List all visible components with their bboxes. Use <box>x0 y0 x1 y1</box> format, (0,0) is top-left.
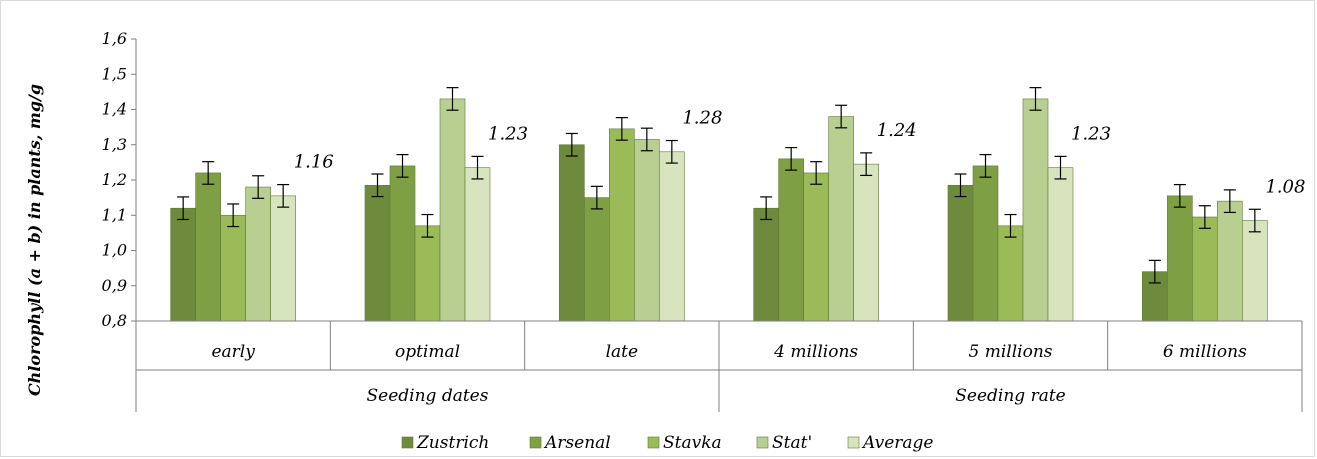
bar-average-1 <box>464 167 491 322</box>
bar-arsenal-0 <box>195 172 221 322</box>
y-tick-label: 1,1 <box>102 205 127 224</box>
bar-stavka-1 <box>414 225 441 322</box>
legend-label: Stavka <box>663 433 722 453</box>
average-data-label: 1.24 <box>877 120 917 141</box>
x-tick-label: 4 millions <box>773 342 858 362</box>
y-tick-label: 1,2 <box>102 170 127 189</box>
bar-stavka-5 <box>1192 216 1218 322</box>
bar-average-0 <box>270 195 296 322</box>
average-data-label: 1.28 <box>682 108 722 129</box>
y-axis-label: Chlorophyll (a + b) in plants, mg/g <box>25 84 44 396</box>
x-tick-label: late <box>606 342 638 362</box>
average-data-label: 1.08 <box>1265 176 1305 197</box>
bar-stat-0 <box>245 186 271 322</box>
bar-zustrich-1 <box>364 184 391 322</box>
legend-label: Arsenal <box>543 433 611 453</box>
legend-swatch <box>647 436 660 449</box>
bar-stavka-4 <box>997 225 1024 322</box>
bar-stat-5 <box>1217 200 1243 322</box>
bar-stat-2 <box>634 139 660 322</box>
x-tick-label: early <box>211 342 255 362</box>
bar-stavka-0 <box>220 214 246 322</box>
y-tick-label: 1,4 <box>102 100 127 119</box>
bar-stavka-2 <box>609 128 635 322</box>
average-data-label: 1.23 <box>1071 123 1111 144</box>
legend-swatch <box>756 436 769 449</box>
legend-swatch <box>847 436 860 449</box>
bar-average-2 <box>659 151 685 322</box>
average-data-label: 1.23 <box>488 123 528 144</box>
bar-stat-1 <box>439 98 466 322</box>
bar-stat-3 <box>828 116 854 322</box>
y-tick-label: 1,3 <box>102 135 127 154</box>
group-label: Seeding rate <box>955 386 1065 406</box>
bar-arsenal-4 <box>972 165 999 322</box>
x-tick-label: 6 millions <box>1163 342 1247 362</box>
bar-arsenal-1 <box>389 165 416 322</box>
bar-arsenal-3 <box>778 158 804 322</box>
bar-average-4 <box>1047 167 1074 322</box>
bar-zustrich-2 <box>559 144 585 322</box>
x-tick-label: optimal <box>395 342 460 362</box>
y-tick-label: 0,9 <box>102 276 127 295</box>
legend-swatch <box>529 436 542 449</box>
y-tick-label: 1,5 <box>102 64 127 83</box>
bar-arsenal-5 <box>1167 195 1193 322</box>
legend-label: Zustrich <box>416 433 489 453</box>
bar-average-5 <box>1242 220 1268 322</box>
bar-average-3 <box>853 163 879 322</box>
bar-zustrich-0 <box>170 207 196 322</box>
x-tick-label: 5 millions <box>969 342 1053 362</box>
legend-label: Average <box>861 433 933 453</box>
bar-zustrich-3 <box>753 207 779 322</box>
bar-stavka-3 <box>803 172 829 322</box>
bar-arsenal-2 <box>584 197 610 322</box>
legend-label: Stat' <box>772 433 812 453</box>
average-data-label: 1.16 <box>294 152 334 173</box>
bar-stat-4 <box>1022 98 1049 322</box>
bar-zustrich-4 <box>947 184 974 322</box>
y-tick-label: 0,8 <box>102 311 127 330</box>
y-tick-label: 1,6 <box>102 29 127 48</box>
y-tick-label: 1,0 <box>102 241 127 260</box>
group-label: Seeding dates <box>367 386 489 406</box>
legend-swatch <box>401 436 414 449</box>
